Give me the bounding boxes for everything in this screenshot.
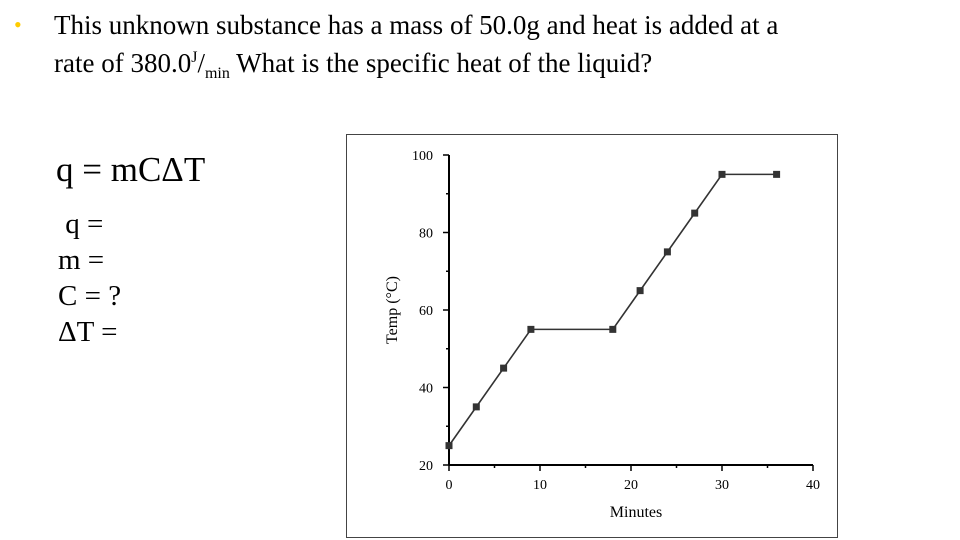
data-point [527, 325, 535, 333]
bullet-icon: • [14, 12, 22, 37]
x-axis-title: Minutes [610, 504, 662, 521]
data-point [472, 403, 480, 411]
unit-slash: / [197, 48, 205, 78]
variable-list: q = m = C = ? ΔT = [58, 206, 121, 350]
heating-curve-chart: 20 40 60 80 100 0 10 20 30 40 Minutes Temp (°C) [346, 134, 838, 538]
question-line2-prefix: rate of 380.0 [54, 48, 192, 78]
data-point [691, 209, 699, 217]
variable-q: q = [58, 208, 104, 240]
y-tick-label: 100 [412, 149, 433, 164]
unit-denominator: min [204, 65, 230, 82]
question-text: This unknown substance has a mass of 50.… [54, 6, 944, 82]
y-tick-label: 80 [419, 227, 433, 242]
chart-svg: 20 40 60 80 100 0 10 20 30 40 Minutes Temp (°C) [384, 149, 820, 521]
data-point [609, 325, 617, 333]
data-point [636, 287, 644, 295]
data-series-line [448, 173, 777, 447]
y-tick-label: 20 [419, 459, 433, 474]
y-tick-label: 40 [419, 382, 433, 397]
x-tick-label: 0 [446, 478, 453, 493]
data-point [773, 170, 781, 178]
variable-m: m = [58, 244, 105, 276]
main-equation: q = mCΔT [56, 150, 206, 189]
y-tick-label: 60 [419, 304, 433, 319]
unit-numerator: J [191, 49, 198, 66]
question-line1: This unknown substance has a mass of 50.… [54, 10, 779, 40]
variable-delta-t: ΔT = [58, 316, 118, 348]
x-tick-label: 30 [715, 478, 729, 493]
question-line2-suffix: What is the specific heat of the liquid? [229, 48, 653, 78]
data-point [445, 442, 453, 450]
data-point [718, 170, 726, 178]
data-point [663, 248, 671, 256]
x-tick-label: 10 [533, 478, 547, 493]
variable-c: C = ? [58, 280, 122, 312]
x-tick-label: 20 [624, 478, 638, 493]
data-point [500, 364, 508, 372]
y-axis-title: Temp (°C) [384, 276, 401, 344]
x-tick-label: 40 [806, 478, 820, 493]
